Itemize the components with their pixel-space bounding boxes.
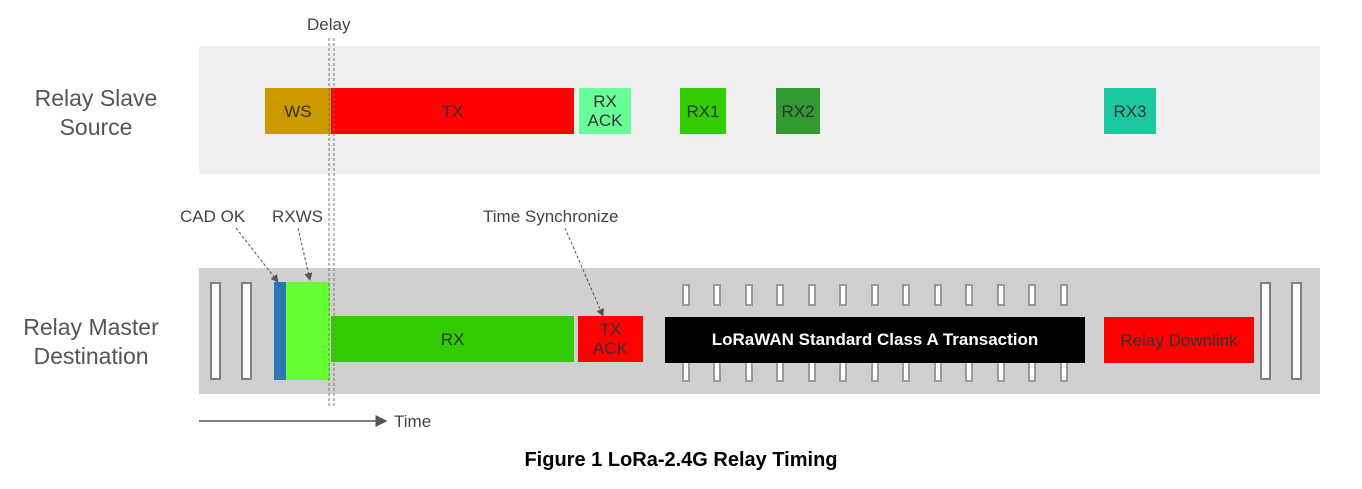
cad-ok-box xyxy=(274,282,286,380)
relay-downlink-box: Relay Downlink xyxy=(1104,317,1254,363)
lorawan-slot-tick xyxy=(934,284,942,306)
delay-label: Delay xyxy=(307,15,351,34)
rx-ack-box: RX ACK xyxy=(579,88,631,134)
time-synchronize-label: Time Synchronize xyxy=(483,207,619,226)
lorawan-slot-tick xyxy=(776,284,784,306)
rxws-label: RXWS xyxy=(272,207,323,226)
tx-box: TX xyxy=(331,88,574,134)
time-sync-pointer xyxy=(564,227,604,317)
tx-ack-box: TX ACK xyxy=(578,316,643,362)
rxws-box xyxy=(286,282,330,380)
ws-box: WS xyxy=(265,88,331,134)
lorawan-slot-tick xyxy=(1060,284,1068,306)
lorawan-transaction-box: LoRaWAN Standard Class A Transaction xyxy=(665,317,1085,363)
slave-lane-label: Relay Slave Source xyxy=(34,85,158,140)
rx1-box: RX1 xyxy=(680,88,726,134)
lorawan-slot-tick xyxy=(682,284,690,306)
master-idle-bar xyxy=(241,282,252,380)
rx3-box: RX3 xyxy=(1104,88,1156,134)
lorawan-slot-tick xyxy=(1028,284,1036,306)
master-idle-bar xyxy=(1260,282,1271,380)
lorawan-slot-tick xyxy=(997,284,1005,306)
lorawan-slot-tick xyxy=(839,284,847,306)
time-axis-label: Time xyxy=(394,412,432,431)
lorawan-slot-tick xyxy=(808,284,816,306)
rx2-box: RX2 xyxy=(776,88,820,134)
lorawan-slot-tick xyxy=(713,284,721,306)
figure-caption: Figure 1 LoRa-2.4G Relay Timing xyxy=(524,449,838,471)
lorawan-slot-tick xyxy=(965,284,973,306)
cad-ok-label: CAD OK xyxy=(180,207,246,226)
cad-ok-pointer xyxy=(235,227,279,283)
master-idle-bar xyxy=(1291,282,1302,380)
master-idle-bar xyxy=(210,282,221,380)
master-lane-label: Relay Master Destination xyxy=(23,314,159,369)
lorawan-slot-tick xyxy=(902,284,910,306)
rxws-pointer xyxy=(297,227,313,281)
lorawan-slot-tick xyxy=(871,284,879,306)
master-rx-box: RX xyxy=(331,316,574,362)
lorawan-slot-tick xyxy=(745,284,753,306)
